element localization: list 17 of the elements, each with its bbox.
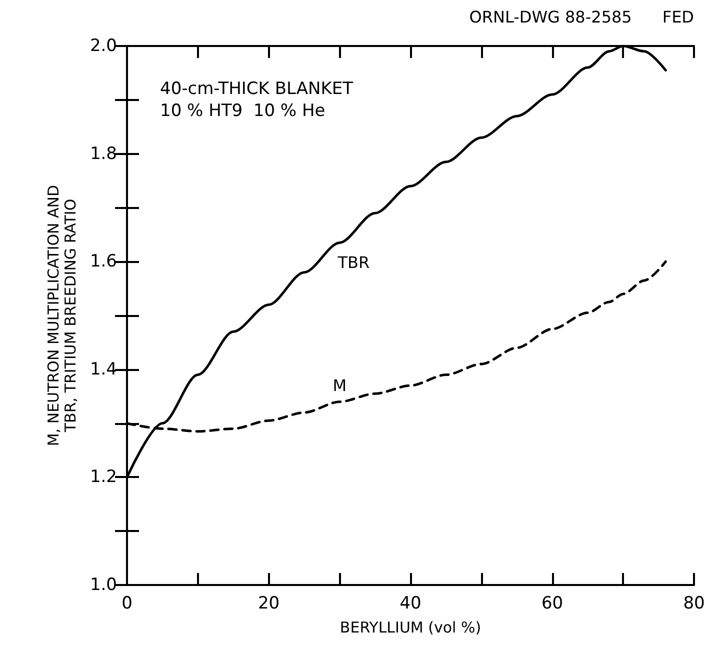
- y-axis-title: M, NEUTRON MULTIPLICATION AND TBR, TRITIUM BREEDING RATIO: [44, 184, 80, 446]
- y-tick-label: 1.6: [90, 252, 117, 272]
- series-label: TBR: [336, 253, 370, 272]
- annotation: 40-cm-THICK BLANKET 10 % HT9 10 % He: [160, 79, 354, 121]
- y-tick-label: 2.0: [90, 36, 117, 56]
- x-tick-label: 0: [122, 594, 132, 614]
- x-tick-label: 40: [400, 594, 422, 614]
- y-tick-label: 1.2: [90, 467, 117, 488]
- x-tick-label: 60: [541, 594, 564, 614]
- x-tick-label: 80: [683, 594, 705, 614]
- text: ORNL-DWG 88-2585 FED: [469, 8, 694, 26]
- x-axis-title: BERYLLIUM (vol %): [340, 618, 482, 636]
- series-label: M: [332, 376, 347, 396]
- y-tick-label: 1.8: [90, 144, 117, 164]
- y-tick-label: 1.4: [90, 359, 117, 380]
- y-tick-label: 1.0: [90, 575, 117, 595]
- x-tick-label: 20: [258, 594, 280, 614]
